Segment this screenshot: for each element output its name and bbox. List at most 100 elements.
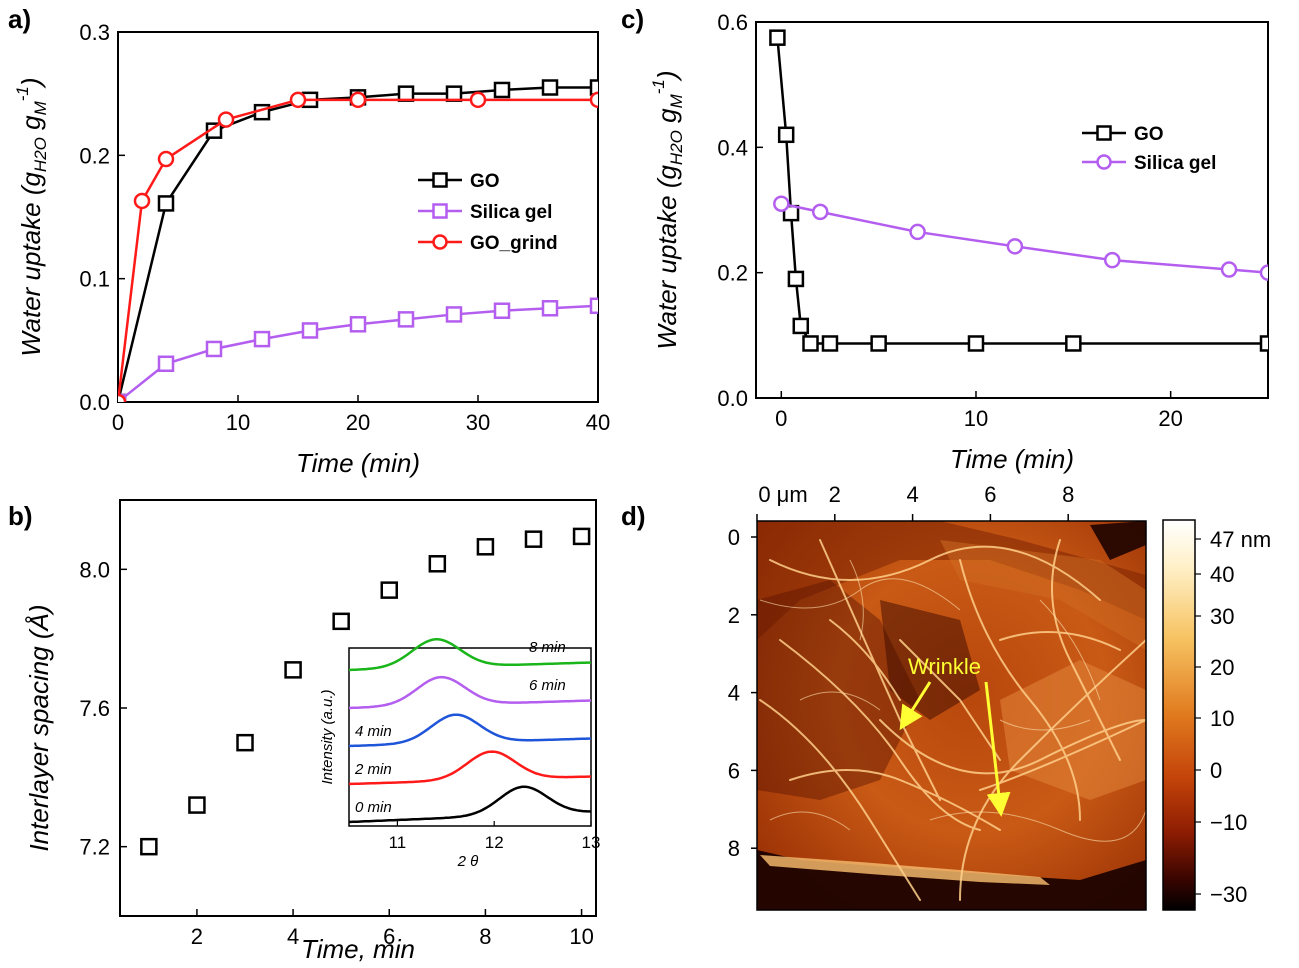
wrinkle-arrow [984, 681, 1011, 817]
data-point [541, 79, 559, 96]
colorbar-label: −10 [1210, 810, 1247, 835]
x-tick-label: 0 [775, 406, 787, 431]
y-axis-label: Interlayer spacing (Å) [24, 604, 54, 851]
data-point [541, 300, 559, 317]
panel-d-afm: 0 μm 2 4 6 8 0 2 4 6 8 Wrinkle 47 nm 40 30 20 10 0 −10 −… [728, 482, 1271, 911]
panel-a-chart: 0 10 20 30 40 0.0 0.1 0.2 0.3 Time (min) Water u… [13, 20, 610, 478]
xrd-trace-label: 4 min [355, 723, 392, 740]
plot-frame [755, 21, 1269, 399]
data-point [253, 330, 271, 348]
wrinkle-arrow [899, 681, 932, 731]
xrd-trace-label: 2 min [354, 761, 392, 778]
y-axis-label: Water uptake (gH2O gM-1) [13, 77, 50, 356]
y-tick-label: 0.0 [79, 390, 110, 415]
y-tick-label: 2 [728, 603, 740, 628]
xrd-trace [348, 713, 592, 748]
data-point [811, 203, 829, 221]
data-point [589, 297, 598, 315]
data-point [445, 85, 463, 102]
data-point [445, 306, 463, 323]
xrd-trace [348, 638, 592, 672]
y-tick-label: 7.2 [79, 835, 110, 860]
inset-x-tick-label: 11 [389, 833, 407, 852]
data-point [284, 661, 302, 679]
data-point [380, 581, 399, 599]
colorbar-label: 47 nm [1210, 527, 1271, 552]
y-axis-label: Water uptake (gH2O gM-1) [649, 70, 686, 349]
x-unit-label: 0 μm [758, 482, 807, 507]
y-tick-label: 7.6 [79, 696, 110, 721]
x-axis-label: Time (min) [950, 444, 1074, 474]
panel-c-chart: 0 10 20 0.0 0.2 0.4 0.6 Time (min) Water uptak… [649, 10, 1269, 474]
data-point [792, 317, 810, 335]
legend-label: GO_grind [470, 233, 558, 254]
x-tick-label: 40 [586, 410, 610, 435]
series-line [781, 202, 1268, 274]
data-point [428, 555, 447, 573]
y-tick-label: 0.4 [717, 135, 748, 160]
y-tick-label: 0 [728, 525, 740, 550]
colorbar-label: 10 [1210, 706, 1234, 731]
data-point [1096, 154, 1112, 170]
colorbar [1162, 519, 1196, 911]
data-point [1096, 125, 1112, 141]
data-point [777, 126, 795, 144]
data-point [140, 837, 158, 856]
data-point [909, 223, 926, 241]
x-tick-label: 8 [479, 924, 491, 949]
xrd-trace-label: 0 min [355, 799, 392, 816]
x-tick-label: 30 [466, 410, 490, 435]
data-point [773, 195, 790, 212]
y-tick-label: 4 [728, 681, 740, 706]
colorbar-label: 20 [1210, 655, 1234, 680]
data-point [802, 335, 819, 352]
panel-label: a) [8, 4, 31, 34]
colorbar-label: −30 [1210, 882, 1247, 907]
data-point [787, 270, 805, 288]
xrd-trace-label: 6 min [529, 677, 566, 694]
x-axis-label: Time (min) [296, 448, 420, 478]
legend-label: GO [1134, 124, 1164, 145]
y-tick-label: 0.0 [717, 386, 748, 411]
y-tick-label: 6 [728, 758, 740, 783]
data-point [476, 538, 495, 556]
afm-frame [756, 520, 1147, 911]
x-tick-label: 10 [226, 410, 250, 435]
y-tick-label: 0.2 [717, 261, 748, 286]
data-point [157, 355, 175, 373]
panel-label: b) [8, 501, 33, 531]
legend-label: GO [470, 171, 500, 192]
data-point [572, 527, 591, 546]
xrd-trace [348, 750, 592, 786]
inset-frame [348, 647, 592, 827]
data-point [967, 335, 985, 352]
data-point [1259, 335, 1268, 352]
data-point [432, 203, 448, 219]
y-tick-label: 0.2 [79, 143, 110, 168]
data-point [493, 81, 511, 99]
x-tick-label: 6 [984, 482, 996, 507]
data-point [870, 335, 887, 352]
data-point [157, 195, 175, 212]
afm-image [757, 521, 1146, 910]
data-point [205, 340, 223, 358]
data-point [432, 172, 448, 188]
x-tick-label: 4 [906, 482, 918, 507]
data-point [1065, 335, 1082, 352]
x-tick-label: 4 [287, 924, 299, 949]
colorbar-label: 0 [1210, 758, 1222, 783]
data-point [524, 530, 543, 548]
data-point [1259, 264, 1268, 281]
inset-x-tick-label: 12 [485, 833, 504, 852]
data-point [289, 91, 307, 109]
x-tick-label: 8 [1062, 482, 1074, 507]
x-axis-label: Time, min [301, 934, 415, 964]
legend-label: Silica gel [1134, 153, 1216, 174]
data-point [1104, 251, 1121, 269]
xrd-inset: 11 12 13 0 min 2 min 4 min 6 min 8 min Intensi… [319, 638, 600, 870]
y-tick-label: 8.0 [79, 557, 110, 582]
x-tick-label: 0 [112, 410, 124, 435]
data-point [493, 302, 511, 319]
x-tick-label: 10 [569, 924, 593, 949]
